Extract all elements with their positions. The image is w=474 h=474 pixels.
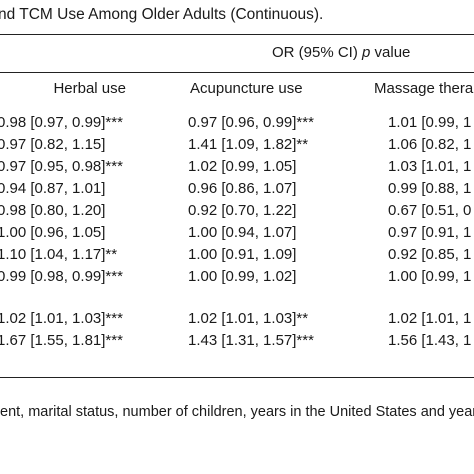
acupuncture-cell: 0.96 [0.86, 1.07] [188,180,297,197]
acupuncture-cell: 1.02 [1.01, 1.03]** [188,310,309,327]
acupuncture-cell: 1.02 [0.99, 1.05] [188,158,297,175]
massage-cell: 1.01 [0.99, 1 [388,114,472,131]
acupuncture-cell: 1.41 [1.09, 1.82]** [188,136,309,153]
group-header-prefix: OR (95% CI) [272,44,363,61]
herbal-cell: 1.00 [0.96, 1.05] [0,224,106,241]
acupuncture-cell: 1.00 [0.99, 1.02] [188,268,297,285]
acupuncture-cell: 1.00 [0.94, 1.07] [188,224,297,241]
massage-cell: 0.67 [0.51, 0 [388,202,472,219]
table-title: nd TCM Use Among Older Adults (Continuou… [0,6,324,23]
herbal-cell: 1.02 [1.01, 1.03]*** [0,310,123,327]
column-header-massage-therapy: Massage thera [374,80,474,97]
herbal-cell: 0.97 [0.82, 1.15] [0,136,106,153]
group-header-italic: p [362,44,371,61]
massage-cell: 1.00 [0.99, 1 [388,268,472,285]
herbal-cell: 0.94 [0.87, 1.01] [0,180,106,197]
herbal-cell: 0.97 [0.95, 0.98]*** [0,158,123,175]
bottom-rule [0,377,474,378]
massage-cell: 0.97 [0.91, 1 [388,224,472,241]
top-rule [0,34,474,35]
acupuncture-cell: 0.97 [0.96, 0.99]*** [188,114,314,131]
column-header-acupuncture-use: Acupuncture use [190,80,303,97]
herbal-cell: 0.99 [0.98, 0.99]*** [0,268,123,285]
herbal-cell: 0.98 [0.97, 0.99]*** [0,114,123,131]
massage-cell: 1.06 [0.82, 1 [388,136,472,153]
herbal-cell: 1.67 [1.55, 1.81]*** [0,332,123,349]
herbal-cell: 1.10 [1.04, 1.17]** [0,246,118,263]
herbal-cell: 0.98 [0.80, 1.20] [0,202,106,219]
massage-cell: 1.03 [1.01, 1 [388,158,472,175]
table-footnote: ent, marital status, number of children,… [0,404,474,420]
group-header-suffix: value [370,44,411,61]
acupuncture-cell: 1.43 [1.31, 1.57]*** [188,332,314,349]
massage-cell: 1.56 [1.43, 1 [388,332,472,349]
massage-cell: 0.99 [0.88, 1 [388,180,472,197]
massage-cell: 0.92 [0.85, 1 [388,246,472,263]
acupuncture-cell: 1.00 [0.91, 1.09] [188,246,297,263]
column-header-herbal-use: Herbal use [53,80,126,97]
acupuncture-cell: 0.92 [0.70, 1.22] [188,202,297,219]
header-rule [0,72,474,73]
massage-cell: 1.02 [1.01, 1 [388,310,472,327]
group-header: OR (95% CI) p value [272,44,410,61]
